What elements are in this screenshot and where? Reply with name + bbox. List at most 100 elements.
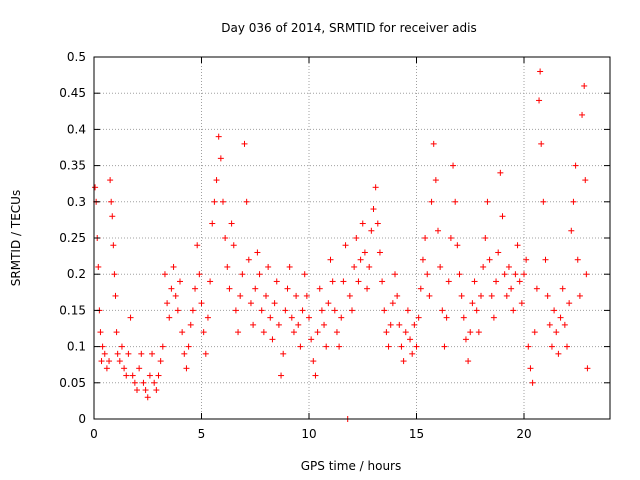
data-point bbox=[177, 278, 183, 285]
x-tick-label: 5 bbox=[198, 427, 206, 441]
data-point bbox=[482, 235, 489, 241]
data-point bbox=[237, 292, 244, 299]
data-point bbox=[297, 343, 304, 350]
data-point bbox=[185, 343, 192, 350]
data-point bbox=[116, 358, 123, 365]
data-point bbox=[112, 292, 119, 299]
data-point bbox=[435, 227, 441, 234]
data-point bbox=[572, 162, 579, 169]
data-point bbox=[267, 314, 274, 321]
x-tick-label: 10 bbox=[301, 427, 316, 441]
data-point bbox=[183, 365, 190, 372]
data-point bbox=[327, 256, 334, 263]
data-point bbox=[349, 307, 355, 314]
data-point bbox=[172, 292, 179, 299]
data-point bbox=[411, 321, 418, 328]
data-point bbox=[301, 271, 308, 278]
data-point bbox=[538, 140, 545, 147]
data-point bbox=[106, 358, 113, 365]
data-point bbox=[312, 372, 319, 379]
data-point bbox=[559, 285, 566, 292]
data-point bbox=[579, 111, 586, 118]
y-tick-label: 0.45 bbox=[59, 86, 86, 100]
data-point bbox=[516, 278, 523, 285]
data-point bbox=[456, 271, 463, 278]
data-point bbox=[241, 140, 248, 147]
data-point bbox=[525, 343, 532, 350]
data-point bbox=[478, 292, 484, 299]
data-point bbox=[499, 213, 506, 220]
data-point bbox=[366, 263, 373, 270]
x-axis-label: GPS time / hours bbox=[301, 459, 402, 473]
data-point bbox=[467, 329, 474, 336]
data-point bbox=[510, 307, 517, 314]
data-point bbox=[209, 220, 216, 227]
data-point bbox=[533, 285, 540, 292]
data-point bbox=[260, 329, 267, 336]
data-point bbox=[226, 285, 233, 292]
data-point bbox=[404, 307, 411, 314]
data-point bbox=[232, 307, 239, 314]
data-point bbox=[361, 249, 368, 256]
data-point bbox=[336, 343, 343, 350]
data-point bbox=[224, 263, 231, 270]
data-point bbox=[364, 285, 371, 292]
data-point bbox=[469, 300, 476, 307]
data-point bbox=[97, 329, 104, 336]
data-point bbox=[355, 278, 362, 285]
data-point bbox=[581, 82, 588, 89]
data-point bbox=[447, 235, 454, 241]
data-point bbox=[529, 379, 536, 386]
data-point bbox=[222, 235, 229, 241]
data-point bbox=[153, 387, 160, 394]
data-point bbox=[490, 314, 497, 321]
data-point bbox=[275, 321, 282, 328]
data-point bbox=[564, 343, 570, 350]
data-point bbox=[415, 314, 422, 321]
data-point bbox=[561, 321, 568, 328]
data-point bbox=[542, 256, 549, 263]
data-point bbox=[540, 198, 547, 205]
data-point bbox=[570, 198, 577, 205]
data-point bbox=[198, 300, 205, 307]
data-point bbox=[536, 97, 543, 104]
data-point bbox=[166, 314, 173, 321]
data-point bbox=[228, 220, 235, 227]
data-point bbox=[484, 198, 491, 205]
data-point bbox=[213, 177, 220, 184]
data-point bbox=[475, 329, 482, 336]
data-point bbox=[346, 292, 353, 299]
data-point bbox=[230, 242, 237, 249]
data-point bbox=[574, 256, 581, 263]
data-point bbox=[544, 292, 551, 299]
x-tick-label: 20 bbox=[516, 427, 531, 441]
data-point bbox=[329, 278, 336, 285]
data-point bbox=[108, 198, 115, 205]
y-tick-label: 0.5 bbox=[67, 50, 86, 64]
data-point bbox=[107, 177, 114, 184]
data-point bbox=[370, 206, 377, 213]
data-point bbox=[396, 321, 403, 328]
data-point bbox=[531, 329, 538, 336]
data-point bbox=[340, 278, 347, 285]
data-point bbox=[181, 350, 188, 357]
data-point bbox=[546, 321, 553, 328]
data-point bbox=[407, 336, 414, 343]
data-point bbox=[537, 68, 544, 75]
data-point bbox=[398, 343, 405, 350]
data-point bbox=[151, 379, 158, 386]
x-tick-label: 0 bbox=[90, 427, 98, 441]
data-point bbox=[501, 271, 508, 278]
data-point bbox=[413, 343, 420, 350]
data-point bbox=[280, 350, 287, 357]
data-point bbox=[111, 271, 118, 278]
data-point bbox=[250, 321, 257, 328]
data-point bbox=[493, 278, 500, 285]
data-point bbox=[568, 227, 575, 234]
data-point bbox=[179, 329, 186, 336]
y-tick-label: 0.4 bbox=[67, 122, 86, 136]
data-point bbox=[430, 140, 437, 147]
data-point bbox=[458, 292, 465, 299]
data-point bbox=[428, 198, 435, 205]
